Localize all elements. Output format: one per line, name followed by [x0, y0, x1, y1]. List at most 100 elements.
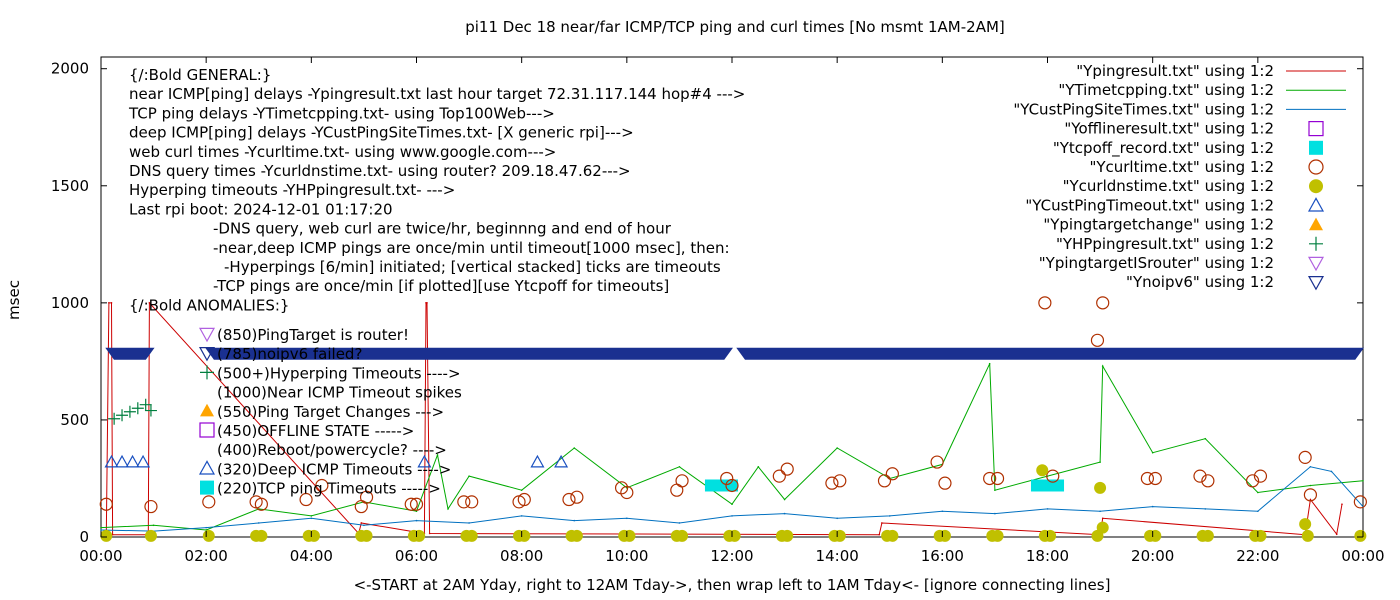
data-point [573, 519, 576, 522]
anomaly-key-label: (1000)Near ICMP Timeout spikes [217, 384, 462, 402]
data-point [360, 529, 373, 542]
data-point [554, 454, 569, 468]
data-point [409, 497, 424, 511]
legend-symbol [1308, 120, 1324, 137]
plot-frame [100, 56, 1364, 538]
series-7 [108, 398, 157, 425]
data-point [1201, 474, 1215, 488]
data-point [570, 490, 584, 504]
legend-symbol [1309, 217, 1323, 231]
data-point [1303, 488, 1318, 502]
note-line: Last rpi boot: 2024-12-01 01:17:20 [129, 200, 393, 218]
note-line: DNS query times -Ycurldnstime.txt- using… [129, 162, 631, 180]
x-tick-label: 12:00 [710, 547, 753, 565]
data-point [885, 467, 899, 481]
data-point [415, 519, 418, 522]
data-point [1044, 529, 1057, 542]
x-tick-label: 06:00 [395, 547, 438, 565]
data-point [1309, 484, 1312, 487]
data-point [518, 529, 531, 542]
data-point [772, 469, 786, 483]
legend-label: "YCustPingTimeout.txt" using 1:2 [1025, 196, 1274, 214]
data-point [731, 515, 733, 517]
legend-label: "Ycurldnstime.txt" using 1:2 [1063, 177, 1274, 195]
data-point [994, 489, 996, 491]
data-point [108, 302, 110, 304]
anomaly-symbol [199, 422, 215, 438]
data-point [1140, 471, 1155, 486]
legend-symbol [1307, 197, 1325, 212]
data-point [836, 517, 838, 520]
data-point [115, 454, 130, 468]
data-point [941, 510, 944, 513]
noipv6-band [736, 347, 1364, 360]
data-point [562, 492, 576, 507]
data-point [1341, 503, 1343, 506]
series-6 [104, 454, 569, 468]
data-point [1101, 517, 1104, 520]
data-point [1101, 365, 1104, 367]
data-point [1354, 529, 1367, 542]
legend-symbol [1309, 179, 1323, 194]
data-point [139, 398, 152, 411]
y-tick-label: 1500 [51, 177, 89, 195]
note-line: web curl times -Ycurltime.txt- using www… [129, 143, 556, 161]
data-point [783, 512, 786, 515]
data-point [447, 508, 449, 510]
data-point [825, 476, 839, 490]
data-point [1151, 505, 1154, 508]
data-point [436, 454, 439, 456]
legend-label: "Ypingtargetchange" using 1:2 [1043, 216, 1274, 234]
data-point [116, 409, 129, 422]
data-series-layer [99, 296, 1367, 542]
note-line: TCP ping delays -YTimetcpping.txt- using… [128, 104, 555, 122]
data-point [457, 495, 471, 509]
noipv6-band [105, 347, 155, 360]
data-point [1046, 469, 1060, 483]
anomaly-key-label: (500+)Hyperping Timeouts ----> [217, 364, 461, 382]
data-point [678, 465, 681, 468]
y-tick-label: 500 [60, 411, 89, 429]
data-point [1362, 480, 1364, 482]
anomaly-key-label: (220)TCP ping Timeouts -----> [217, 480, 441, 498]
data-point [1301, 529, 1314, 542]
y-axis-label: msec [5, 280, 23, 320]
legend-label: "Ycurltime.txt" using 1:2 [1089, 158, 1274, 176]
data-point [255, 529, 268, 542]
data-point [1149, 529, 1162, 542]
y-tick-label: 0 [79, 528, 89, 546]
data-point [123, 405, 136, 418]
data-point [878, 533, 881, 536]
legend-symbol [1307, 276, 1325, 291]
data-point [100, 526, 102, 529]
data-point [359, 490, 374, 504]
series-8 [105, 347, 1364, 360]
data-point [1099, 461, 1101, 463]
data-point [1094, 481, 1107, 494]
data-point [1096, 521, 1109, 534]
data-point [731, 503, 733, 506]
legend-label: "Yofflineresult.txt" using 1:2 [1064, 120, 1274, 138]
data-point [938, 529, 951, 542]
data-point [1330, 470, 1333, 473]
data-point [307, 529, 320, 542]
legend-label: "Ytcpoff_record.txt" using 1:2 [1053, 139, 1274, 158]
note-line: Hyperping timeouts -YHPpingresult.txt- -… [129, 181, 455, 199]
data-point [310, 517, 313, 520]
data-point [360, 522, 363, 524]
data-point [1099, 510, 1101, 513]
data-point [623, 529, 636, 542]
data-point [990, 471, 1005, 486]
x-tick-label: 16:00 [921, 547, 964, 565]
data-point [676, 529, 689, 542]
note-line: -Hyperpings [6/min] initiated; [vertical… [224, 258, 721, 276]
data-point [1096, 296, 1110, 310]
chart-title: pi11 Dec 18 near/far ICMP/TCP ping and c… [465, 18, 1005, 36]
x-tick-label: 10:00 [605, 547, 648, 565]
data-point [465, 529, 478, 542]
x-tick-label: 00:00 [1341, 547, 1384, 565]
data-point [720, 471, 734, 486]
data-point [415, 510, 418, 513]
data-point [626, 517, 628, 520]
series-line [100, 466, 1364, 532]
